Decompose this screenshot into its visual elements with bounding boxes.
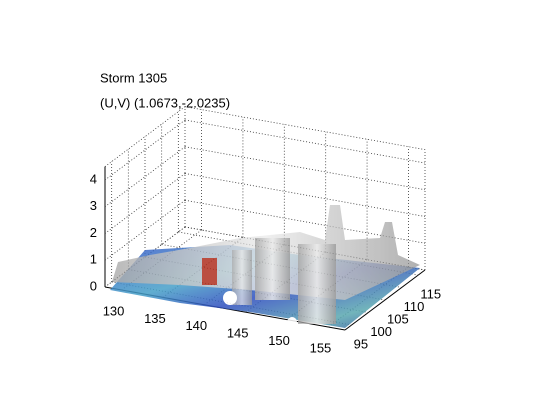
box-edge (184, 106, 426, 151)
y-tick-label: 105 (387, 311, 409, 326)
grid-line (104, 119, 186, 181)
x-tick-label: 130 (103, 303, 125, 318)
chart-title: Storm 1305 (100, 70, 167, 85)
x-tick-label: 155 (310, 340, 332, 355)
grid-line (184, 173, 426, 217)
surface-peak-red (202, 258, 217, 285)
grid-line (184, 146, 426, 191)
z-tick-label: 3 (90, 198, 97, 213)
grid-line (104, 173, 186, 234)
x-tick-label: 145 (227, 326, 249, 341)
surface-hole (287, 317, 297, 327)
surface-peak (255, 238, 290, 300)
y-tick-label: 100 (370, 324, 392, 339)
x-tick-label: 135 (144, 311, 166, 326)
surface-peak (232, 250, 252, 305)
chart-subtitle: (U,V) (1.0673,-2.0235) (100, 95, 230, 110)
x-tick-label: 150 (268, 333, 290, 348)
y-tick-label: 110 (404, 299, 425, 314)
z-tick-label: 1 (90, 252, 97, 267)
x-tick-label: 140 (185, 318, 207, 333)
z-tick-label: 0 (90, 278, 97, 293)
surface (110, 205, 420, 328)
grid-line (104, 146, 186, 208)
surface-peak (298, 244, 336, 324)
y-tick-label: 115 (420, 286, 441, 301)
z-tick-label: 4 (90, 171, 97, 186)
z-tick-label: 2 (90, 225, 97, 240)
y-tick-label: 95 (354, 336, 368, 351)
grid-line (184, 119, 426, 164)
surface-hole (223, 291, 237, 305)
